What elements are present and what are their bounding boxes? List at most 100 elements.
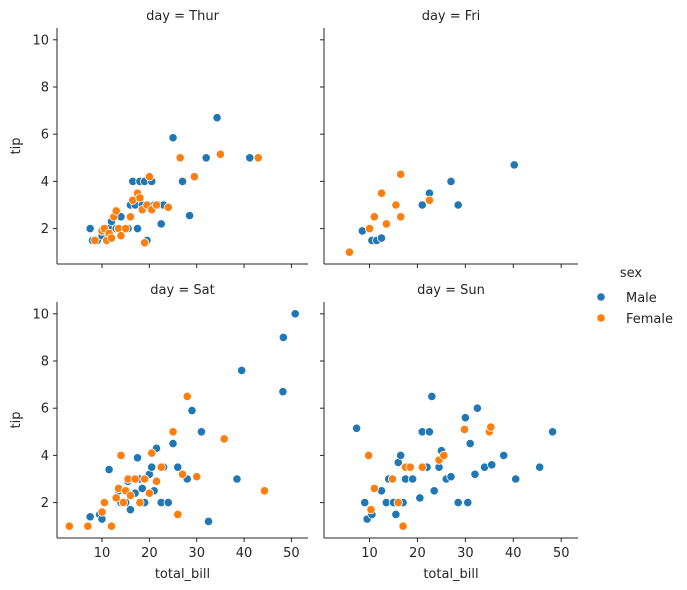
facet-panel: 2 4 6 8 10 day = Thur tip [9,9,308,268]
male-point [187,405,197,416]
male-point [360,497,370,508]
female-point [391,200,401,210]
facet-panel: day = Fri [320,9,578,268]
female-point [118,497,128,508]
female-point [97,507,107,517]
x-tick-label: 20 [141,546,158,561]
male-point [453,200,463,210]
male-point [415,493,425,503]
female-point [156,462,166,472]
female-point [135,193,145,203]
x-axis-label: total_bill [423,567,478,582]
y-axis-label: tip [9,412,24,429]
female-point [459,424,470,435]
female-point [369,483,379,494]
x-tick-label: 20 [409,546,426,561]
male-point [396,450,406,460]
female-point [90,235,100,245]
female-point [177,469,188,479]
female-point [192,472,202,482]
male-point [278,332,288,342]
legend-marker [596,292,606,302]
facet-panel: 10 20 30 40 50 day = Sun total_bill [320,283,578,582]
panel-title: day = Sun [417,283,485,298]
legend-marker [596,313,606,323]
male-point [487,460,497,470]
female-point [424,195,435,205]
female-point [366,505,376,515]
female-point [344,247,354,257]
female-point [125,490,136,501]
female-point [219,434,229,444]
legend-title: sex [620,266,643,281]
x-tick-label: 10 [361,546,378,561]
male-point [278,387,288,397]
male-point [237,365,247,376]
female-point [376,188,387,198]
y-tick-label: 6 [41,402,49,417]
female-point [393,497,403,508]
y-tick-label: 10 [32,307,49,322]
male-point [511,474,521,484]
x-tick-label: 50 [283,546,300,561]
male-point [535,462,545,472]
y-tick-label: 2 [41,222,49,237]
male-point [212,113,222,123]
female-point [215,149,225,159]
female-point [398,521,408,531]
x-axis-label: total_bill [155,567,210,582]
female-point [111,206,121,216]
male-point [232,474,242,484]
x-tick-label: 40 [236,546,253,561]
male-point [429,486,439,496]
male-point [125,505,136,515]
y-tick-label: 10 [32,33,49,48]
male-point [453,497,463,508]
female-point [116,450,126,460]
male-point [85,224,95,234]
male-point [446,176,456,186]
female-point [369,212,379,222]
male-point [408,474,418,484]
male-point [163,497,173,508]
female-point [151,476,162,486]
female-point [130,474,140,484]
y-axis-label: tip [9,138,24,155]
female-point [486,422,496,432]
male-point [168,133,178,143]
male-point [137,483,147,494]
y-tick-label: 4 [41,449,49,464]
y-tick-label: 4 [41,175,49,190]
male-point [463,497,473,508]
female-point [151,200,162,210]
female-point [116,231,126,241]
female-point [106,521,117,531]
male-point [177,176,188,186]
female-point [182,391,192,401]
male-point [196,427,207,437]
female-point [259,486,270,496]
female-point [99,497,109,508]
female-point [363,450,374,460]
female-point [125,212,136,222]
male-point [173,462,183,472]
female-point [175,153,185,163]
male-point [417,200,427,210]
female-point [135,497,145,508]
female-point [189,172,199,182]
y-tick-label: 8 [41,81,49,96]
facet-panel: 2 4 6 8 10 10 20 30 40 50 day = Sat total_bill tip [9,283,308,582]
x-tick-label: 30 [457,546,474,561]
female-point [83,521,93,531]
female-point [364,224,375,234]
female-point [381,219,391,229]
male-point [290,309,300,319]
male-point [509,160,519,170]
female-point [405,462,415,472]
female-point [396,169,406,179]
male-point [185,211,195,221]
male-point [132,453,143,463]
female-point [387,474,398,484]
female-point [163,202,173,212]
